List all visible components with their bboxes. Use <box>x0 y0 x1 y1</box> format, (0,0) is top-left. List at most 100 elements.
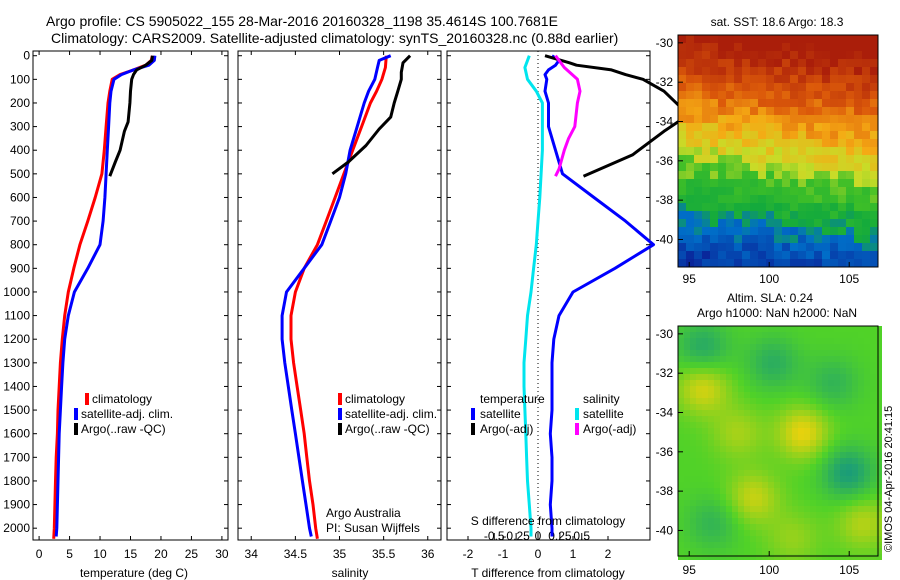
sla-cell <box>678 404 684 410</box>
sla-cell <box>846 374 852 380</box>
sst-cell <box>862 227 870 235</box>
sla-cell <box>780 536 786 542</box>
sla-cell <box>804 488 810 494</box>
sst-cell <box>822 219 830 227</box>
sst-cell <box>854 115 862 123</box>
sst-cell <box>742 83 750 91</box>
sst-cell <box>750 131 758 139</box>
sst-cell <box>734 43 742 51</box>
sst-cell <box>838 203 846 211</box>
sst-cell <box>766 43 774 51</box>
sla-cell <box>768 362 774 368</box>
sla-cell <box>870 512 876 518</box>
sla-cell <box>786 350 792 356</box>
sst-cell <box>694 83 702 91</box>
y-tick-label: 1600 <box>3 427 30 441</box>
sst-cell <box>846 123 854 131</box>
sla-cell <box>792 338 798 344</box>
sla-cell <box>738 338 744 344</box>
sla-cell <box>684 338 690 344</box>
sla-cell <box>714 434 720 440</box>
sst-cell <box>838 75 846 83</box>
sst-cell <box>702 235 710 243</box>
sst-cell <box>686 171 694 179</box>
sla-cell <box>780 524 786 530</box>
sla-cell <box>858 518 864 524</box>
sst-cell <box>782 227 790 235</box>
sla-cell <box>774 338 780 344</box>
sla-cell <box>870 524 876 530</box>
sst-cell <box>718 227 726 235</box>
sla-cell <box>846 416 852 422</box>
sla-cell <box>816 488 822 494</box>
sla-cell <box>864 332 870 338</box>
sla-cell <box>870 362 876 368</box>
sst-cell <box>678 75 686 83</box>
sla-cell <box>876 386 882 392</box>
lat-tick-label: -40 <box>656 523 674 537</box>
sst-cell <box>726 35 734 43</box>
sla-cell <box>816 530 822 536</box>
sla-cell <box>804 410 810 416</box>
sla-cell <box>858 428 864 434</box>
sla-cell <box>756 386 762 392</box>
legend-title-temperature: temperature <box>480 392 545 406</box>
sst-cell <box>710 123 718 131</box>
sla-cell <box>726 374 732 380</box>
sla-cell <box>732 494 738 500</box>
sla-cell <box>822 476 828 482</box>
sla-cell <box>708 530 714 536</box>
sla-cell <box>738 554 744 560</box>
sst-cell <box>862 259 870 267</box>
sst-cell <box>854 259 862 267</box>
sla-cell <box>756 398 762 404</box>
sla-cell <box>732 518 738 524</box>
sst-cell <box>846 187 854 195</box>
sla-cell <box>678 470 684 476</box>
sla-cell <box>678 476 684 482</box>
sst-cell <box>830 163 838 171</box>
sla-cell <box>708 482 714 488</box>
sla-cell <box>762 344 768 350</box>
sla-cell <box>822 470 828 476</box>
sla-cell <box>810 548 816 554</box>
sla-cell <box>678 500 684 506</box>
sla-cell <box>840 344 846 350</box>
sst-cell <box>734 171 742 179</box>
sla-cell <box>840 326 846 332</box>
sla-cell <box>738 374 744 380</box>
sla-cell <box>864 530 870 536</box>
legend-label-argo: Argo(..raw -QC) <box>345 422 430 436</box>
sst-cell <box>750 147 758 155</box>
sla-cell <box>726 464 732 470</box>
sst-cell <box>766 75 774 83</box>
sla-cell <box>798 512 804 518</box>
sla-cell <box>834 464 840 470</box>
sla-cell <box>762 494 768 500</box>
sla-cell <box>696 410 702 416</box>
sla-cell <box>840 338 846 344</box>
sst-cell <box>678 219 686 227</box>
sst-cell <box>702 75 710 83</box>
sla-cell <box>852 380 858 386</box>
sst-cell <box>686 99 694 107</box>
sla-cell <box>852 386 858 392</box>
sst-cell <box>846 147 854 155</box>
sla-cell <box>726 500 732 506</box>
sla-cell <box>708 464 714 470</box>
sla-cell <box>864 422 870 428</box>
sla-cell <box>708 368 714 374</box>
sst-cell <box>790 131 798 139</box>
sst-cell <box>870 203 878 211</box>
lon-tick-label: 95 <box>683 272 697 286</box>
sla-cell <box>714 374 720 380</box>
sla-cell <box>726 434 732 440</box>
sla-cell <box>762 470 768 476</box>
sst-cell <box>718 211 726 219</box>
sst-cell <box>750 107 758 115</box>
sla-cell <box>738 488 744 494</box>
sla-cell <box>744 506 750 512</box>
sla-cell <box>738 536 744 542</box>
sla-cell <box>774 446 780 452</box>
sst-cell <box>798 259 806 267</box>
